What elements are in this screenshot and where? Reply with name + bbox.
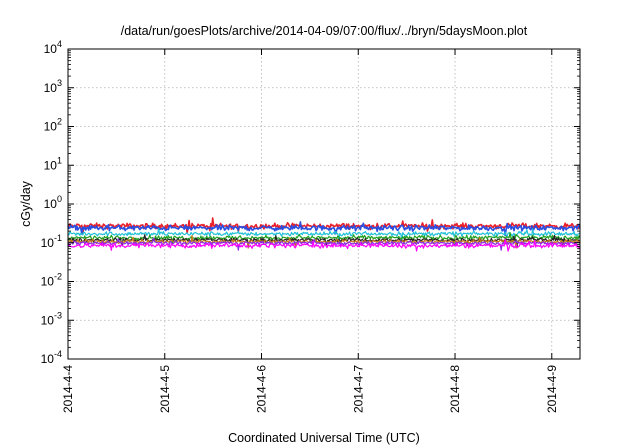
y-tick-label: 10-2 (41, 272, 62, 289)
y-tick-label: 10-3 (41, 310, 62, 327)
y-tick-label: 103 (44, 78, 62, 95)
y-tick-label: 10-1 (41, 233, 62, 250)
series-line-2 (67, 221, 581, 237)
x-axis-label: Coordinated Universal Time (UTC) (228, 431, 420, 445)
series-line-3 (67, 227, 581, 242)
x-tick-label: 2014-4-9 (545, 365, 559, 413)
y-tick-label: 101 (44, 155, 62, 172)
y-tick-label: 100 (44, 194, 62, 211)
x-tick-label: 2014-4-4 (61, 365, 75, 413)
x-tick-label: 2014-4-6 (255, 365, 269, 413)
grid (68, 49, 580, 359)
y-axis-label: cGy/day (19, 180, 33, 227)
y-tick-label: 10-4 (41, 349, 62, 366)
series-line-7 (67, 237, 581, 251)
y-tick-label: 104 (44, 39, 62, 56)
x-tick-label: 2014-4-8 (448, 365, 462, 413)
y-tick-label: 102 (44, 117, 62, 134)
series-group (67, 217, 581, 252)
chart-title: /data/run/goesPlots/archive/2014-04-09/0… (121, 24, 528, 38)
x-tick-label: 2014-4-7 (351, 365, 365, 413)
x-ticks: 2014-4-4 2014-4-5 2014-4-6 2014-4-7 2014-4-8… (61, 49, 559, 413)
series-line-8 (67, 238, 581, 252)
y-ticks: 10-4 10-3 10-2 10-1 100 101 102 103 104 (41, 39, 580, 366)
x-tick-label: 2014-4-5 (158, 365, 172, 413)
